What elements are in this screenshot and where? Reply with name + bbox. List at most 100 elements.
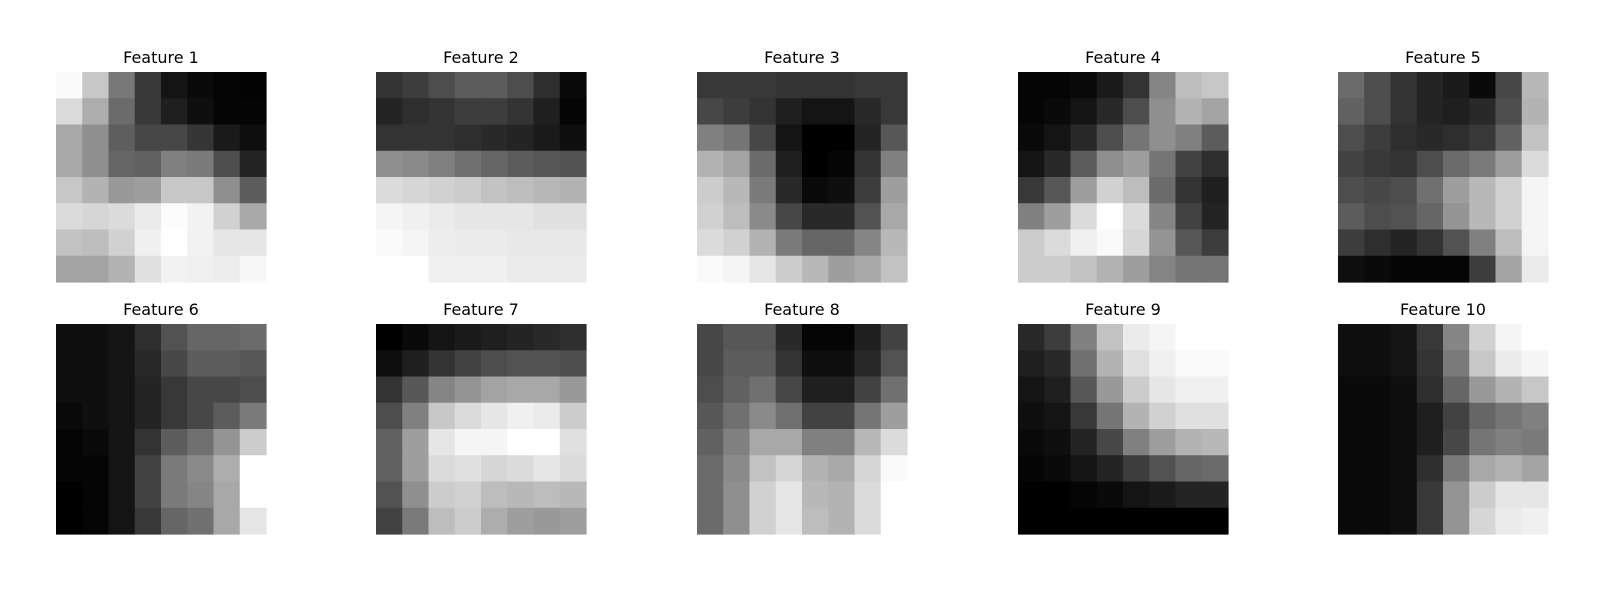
heatmap-cell bbox=[1390, 402, 1418, 430]
heatmap-cell bbox=[559, 402, 587, 430]
heatmap-cell bbox=[1018, 324, 1045, 351]
heatmap-cell bbox=[1364, 124, 1392, 152]
heatmap-cell bbox=[880, 350, 908, 378]
heatmap-cell bbox=[1149, 429, 1177, 456]
heatmap-cell bbox=[481, 255, 508, 283]
heatmap-cell bbox=[1416, 98, 1444, 126]
heatmap-cell bbox=[376, 229, 403, 257]
heatmap-cell bbox=[1521, 150, 1549, 178]
heatmap-cell bbox=[1521, 402, 1549, 430]
heatmap-cell bbox=[239, 429, 267, 456]
heatmap-cell bbox=[880, 124, 908, 152]
heatmap-cell bbox=[1201, 402, 1229, 430]
heatmap-cell bbox=[1443, 203, 1470, 231]
heatmap-cell bbox=[454, 350, 482, 378]
heatmap-cell bbox=[161, 229, 188, 257]
heatmap-cell bbox=[559, 350, 587, 378]
heatmap-cell bbox=[376, 481, 403, 509]
heatmap-cell bbox=[134, 255, 162, 283]
heatmap-cell bbox=[802, 229, 829, 257]
heatmap-cell bbox=[533, 376, 561, 404]
heatmap-cell bbox=[213, 429, 241, 456]
heatmap-cell bbox=[1443, 72, 1470, 99]
heatmap-cell bbox=[1123, 324, 1150, 351]
heatmap-cell bbox=[108, 229, 136, 257]
heatmap-cell bbox=[559, 429, 587, 456]
heatmap-cell bbox=[454, 124, 482, 152]
heatmap-cell bbox=[1018, 72, 1045, 99]
heatmap-cell bbox=[697, 429, 724, 456]
heatmap-cell bbox=[108, 177, 136, 204]
heatmap-cell bbox=[1044, 429, 1072, 456]
feature-title-4: Feature 4 bbox=[1085, 48, 1161, 67]
heatmap-cell bbox=[697, 402, 724, 430]
heatmap-cell bbox=[82, 98, 110, 126]
heatmap-cell bbox=[828, 402, 856, 430]
heatmap-cell bbox=[239, 376, 267, 404]
heatmap-cell bbox=[454, 98, 482, 126]
heatmap-cell bbox=[134, 455, 162, 483]
heatmap-cell bbox=[1175, 150, 1203, 178]
heatmap-cell bbox=[108, 72, 136, 99]
heatmap-cell bbox=[1364, 150, 1392, 178]
heatmap-cell bbox=[134, 350, 162, 378]
heatmap-cell bbox=[1469, 376, 1497, 404]
heatmap-cell bbox=[775, 72, 803, 99]
heatmap-cell bbox=[1495, 402, 1523, 430]
heatmap-cell bbox=[880, 402, 908, 430]
heatmap-cell bbox=[402, 324, 430, 351]
heatmap-cell bbox=[402, 455, 430, 483]
heatmap-cell bbox=[1364, 376, 1392, 404]
feature-title-3: Feature 3 bbox=[764, 48, 840, 67]
heatmap-cell bbox=[1495, 324, 1523, 351]
heatmap-cell bbox=[1175, 324, 1203, 351]
heatmap-cell bbox=[880, 324, 908, 351]
heatmap-cell bbox=[1175, 402, 1203, 430]
heatmap-cell bbox=[108, 481, 136, 509]
heatmap-cell bbox=[1070, 350, 1098, 378]
heatmap-cell bbox=[82, 507, 110, 535]
heatmap-cell bbox=[749, 124, 777, 152]
heatmap-cell bbox=[1469, 177, 1497, 204]
heatmap-cell bbox=[1364, 203, 1392, 231]
heatmap-cell bbox=[213, 507, 241, 535]
heatmap-cell bbox=[1416, 124, 1444, 152]
heatmap-cell bbox=[1338, 177, 1365, 204]
heatmap-cell bbox=[533, 124, 561, 152]
heatmap-cell bbox=[533, 150, 561, 178]
heatmap-cell bbox=[1469, 72, 1497, 99]
heatmap-cell bbox=[880, 98, 908, 126]
heatmap-cell bbox=[1495, 229, 1523, 257]
heatmap-cell bbox=[507, 150, 535, 178]
heatmap-cell bbox=[1149, 72, 1177, 99]
heatmap-cell bbox=[56, 455, 83, 483]
heatmap-cell bbox=[854, 455, 882, 483]
heatmap-cell bbox=[507, 324, 535, 351]
heatmap-cell bbox=[56, 402, 83, 430]
heatmap-cell bbox=[1364, 429, 1392, 456]
heatmap-cell bbox=[1390, 124, 1418, 152]
heatmap-cell bbox=[108, 376, 136, 404]
heatmap-cell bbox=[1070, 124, 1098, 152]
heatmap-cell bbox=[854, 507, 882, 535]
heatmap-cell bbox=[1175, 455, 1203, 483]
heatmap-cell bbox=[1443, 177, 1470, 204]
heatmap-cell bbox=[1044, 72, 1072, 99]
heatmap-cell bbox=[1521, 72, 1549, 99]
heatmap-cell bbox=[697, 255, 724, 283]
heatmap-cell bbox=[1338, 255, 1365, 283]
heatmap-cell bbox=[1096, 150, 1124, 178]
heatmap-cell bbox=[134, 98, 162, 126]
heatmap-cell bbox=[376, 429, 403, 456]
heatmap-cell bbox=[1495, 177, 1523, 204]
heatmap-cell bbox=[213, 72, 241, 99]
heatmap-cell bbox=[161, 255, 188, 283]
heatmap-cell bbox=[1390, 455, 1418, 483]
heatmap-cell bbox=[1070, 376, 1098, 404]
heatmap-cell bbox=[1338, 507, 1365, 535]
heatmap-cell bbox=[402, 350, 430, 378]
heatmap-cell bbox=[402, 507, 430, 535]
heatmap-cell bbox=[533, 455, 561, 483]
heatmap-cell bbox=[213, 402, 241, 430]
heatmap-cell bbox=[108, 455, 136, 483]
